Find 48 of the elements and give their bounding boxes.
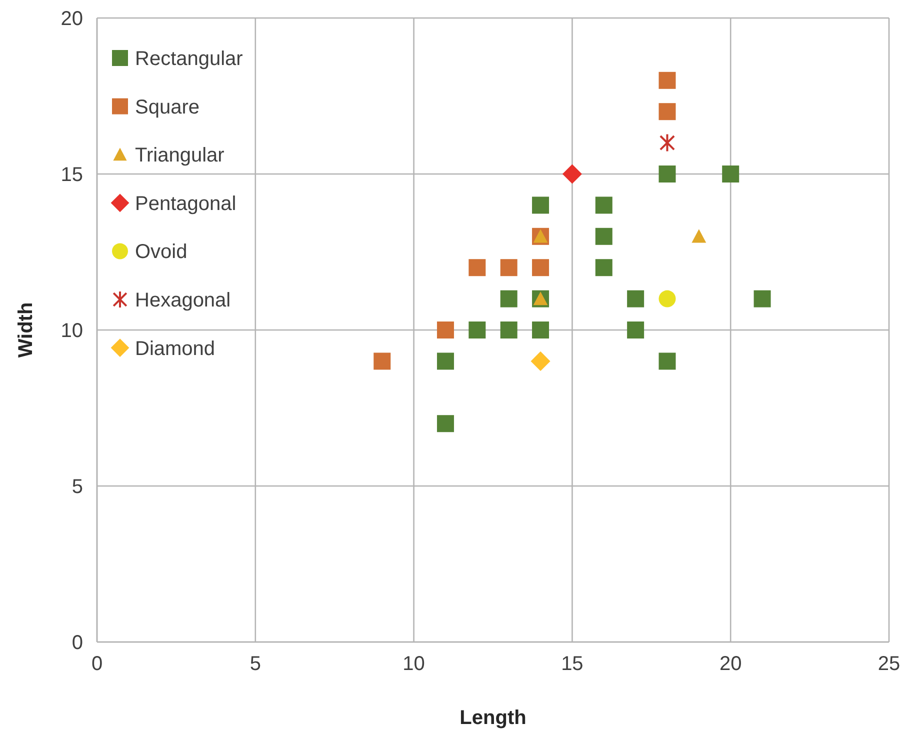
y-axis-title: Width xyxy=(15,302,37,358)
point xyxy=(532,322,550,338)
point xyxy=(595,259,612,276)
point xyxy=(754,290,771,308)
legend-label: Square xyxy=(135,96,200,118)
point xyxy=(658,72,676,89)
point xyxy=(500,290,518,308)
legend-label: Diamond xyxy=(135,338,216,360)
x-tick-label: 5 xyxy=(250,653,261,675)
y-tick-label: 5 xyxy=(72,476,83,498)
point xyxy=(595,228,612,245)
x-axis-title: Length xyxy=(460,707,526,729)
point xyxy=(658,166,676,182)
point xyxy=(436,352,454,370)
point xyxy=(659,133,676,152)
point xyxy=(692,229,706,243)
x-tick-label: 0 xyxy=(91,653,103,675)
point xyxy=(468,322,486,338)
y-tick-label: 20 xyxy=(60,8,83,30)
point xyxy=(595,196,612,214)
point xyxy=(658,103,676,120)
point xyxy=(658,352,676,370)
point xyxy=(532,196,550,214)
legend-label: Ovoid xyxy=(135,241,188,264)
legend-label: Rectangular xyxy=(135,48,244,70)
point xyxy=(722,166,740,182)
point xyxy=(562,164,582,184)
y-tick-label: 0 xyxy=(72,632,83,654)
point xyxy=(530,351,550,371)
y-tick-label: 15 xyxy=(60,164,83,186)
point xyxy=(374,352,391,370)
point xyxy=(436,415,454,432)
point xyxy=(436,322,454,338)
x-tick-label: 20 xyxy=(719,653,742,675)
x-tick-label: 25 xyxy=(878,653,900,675)
x-tick-label: 15 xyxy=(561,653,584,675)
point xyxy=(468,259,486,276)
point xyxy=(500,322,518,338)
y-tick-label: 10 xyxy=(60,320,83,342)
point xyxy=(627,290,644,308)
point xyxy=(532,259,550,276)
point xyxy=(627,322,644,338)
legend-label: Hexagonal xyxy=(135,290,231,312)
legend-label: Pentagonal xyxy=(135,192,236,215)
point xyxy=(500,259,518,276)
point xyxy=(658,290,676,308)
x-tick-label: 10 xyxy=(402,653,425,675)
legend-label: Triangular xyxy=(135,144,225,167)
